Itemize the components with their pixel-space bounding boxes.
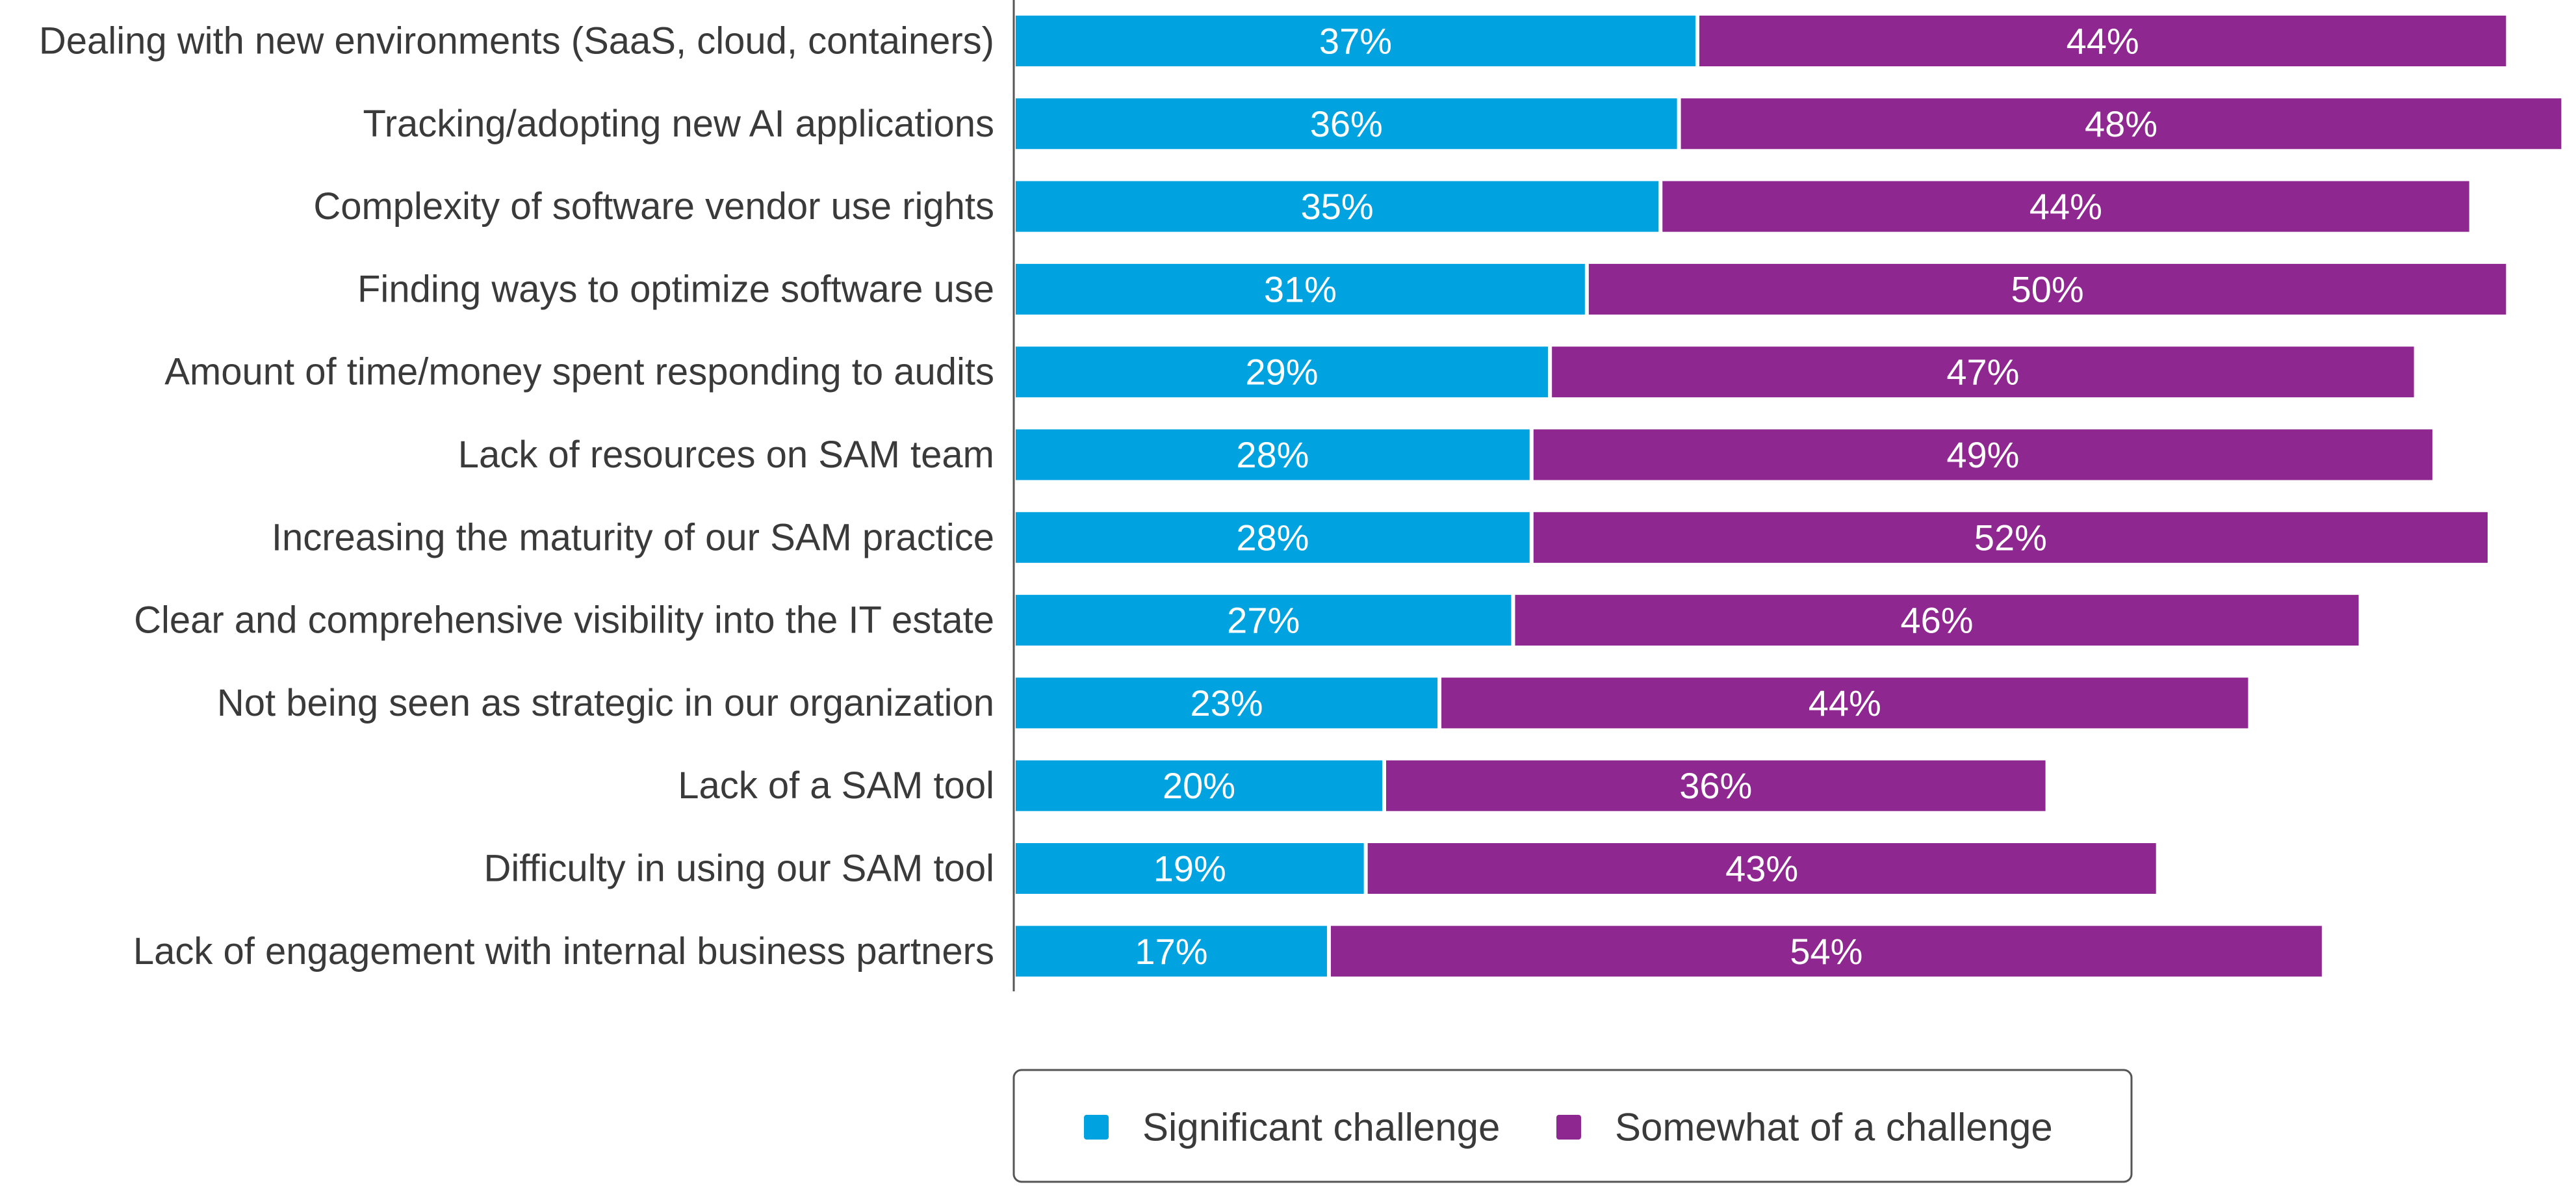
category-label: Amount of time/money spent responding to… bbox=[164, 351, 994, 393]
legend-label: Significant challenge bbox=[1142, 1106, 1500, 1149]
data-label: 43% bbox=[1725, 848, 1798, 889]
legend-swatch bbox=[1084, 1115, 1109, 1140]
data-label: 35% bbox=[1301, 186, 1374, 227]
bar-somewhat-of-a-challenge bbox=[1386, 760, 2046, 811]
bar-somewhat-of-a-challenge bbox=[1552, 346, 2414, 398]
bar-somewhat-of-a-challenge bbox=[1533, 512, 2488, 563]
category-label: Not being seen as strategic in our organ… bbox=[217, 682, 994, 724]
data-label: 17% bbox=[1135, 931, 1207, 972]
category-label: Difficulty in using our SAM tool bbox=[484, 848, 995, 890]
legend-swatch bbox=[1556, 1115, 1581, 1140]
data-label: 50% bbox=[2011, 268, 2084, 309]
bar-significant-challenge bbox=[1016, 16, 1695, 66]
data-label: 27% bbox=[1227, 600, 1300, 641]
data-label: 31% bbox=[1264, 268, 1337, 309]
category-label: Tracking/adopting new AI applications bbox=[363, 103, 994, 145]
category-label: Clear and comprehensive visibility into … bbox=[134, 599, 994, 642]
bar-somewhat-of-a-challenge bbox=[1533, 429, 2432, 480]
category-label: Increasing the maturity of our SAM pract… bbox=[272, 516, 994, 558]
bar-somewhat-of-a-challenge bbox=[1662, 181, 2469, 232]
data-label: 44% bbox=[2029, 186, 2102, 227]
data-label: 36% bbox=[1310, 103, 1383, 144]
bar-significant-challenge bbox=[1016, 926, 1327, 977]
bar-somewhat-of-a-challenge bbox=[1588, 263, 2506, 315]
category-label: Dealing with new environments (SaaS, clo… bbox=[39, 20, 994, 62]
bar-somewhat-of-a-challenge bbox=[1699, 16, 2506, 66]
data-label: 47% bbox=[1946, 352, 2019, 393]
data-label: 28% bbox=[1236, 434, 1309, 475]
data-label: 54% bbox=[1790, 931, 1862, 972]
data-label: 46% bbox=[1900, 600, 1973, 641]
bar-significant-challenge bbox=[1016, 181, 1659, 232]
category-label: Lack of engagement with internal busines… bbox=[133, 930, 994, 972]
bars-layer: Dealing with new environments (SaaS, clo… bbox=[39, 16, 2562, 977]
data-label: 20% bbox=[1163, 765, 1235, 806]
legend: Significant challenge Somewhat of a chall… bbox=[1012, 1069, 2133, 1183]
data-label: 23% bbox=[1190, 683, 1263, 724]
data-label: 28% bbox=[1236, 517, 1309, 558]
data-label: 29% bbox=[1246, 352, 1319, 393]
data-label: 36% bbox=[1679, 765, 1752, 806]
bar-significant-challenge bbox=[1016, 98, 1677, 150]
data-label: 52% bbox=[1974, 517, 2047, 558]
data-label: 44% bbox=[1809, 683, 1881, 724]
bar-significant-challenge bbox=[1016, 512, 1530, 563]
bar-somewhat-of-a-challenge bbox=[1441, 677, 2248, 729]
data-label: 37% bbox=[1319, 21, 1392, 62]
category-label: Lack of a SAM tool bbox=[678, 764, 994, 807]
bar-somewhat-of-a-challenge bbox=[1681, 98, 2562, 150]
bar-significant-challenge bbox=[1016, 263, 1585, 315]
bar-significant-challenge bbox=[1016, 595, 1512, 646]
bar-somewhat-of-a-challenge bbox=[1515, 595, 2359, 646]
data-label: 48% bbox=[2085, 103, 2157, 144]
bar-significant-challenge bbox=[1016, 843, 1364, 894]
bar-significant-challenge bbox=[1016, 760, 1382, 811]
bar-significant-challenge bbox=[1016, 429, 1530, 480]
category-label: Lack of resources on SAM team bbox=[458, 434, 994, 476]
category-label: Finding ways to optimize software use bbox=[357, 268, 994, 310]
data-label: 49% bbox=[1946, 434, 2019, 475]
data-label: 19% bbox=[1153, 848, 1226, 889]
bar-significant-challenge bbox=[1016, 346, 1549, 398]
bar-somewhat-of-a-challenge bbox=[1330, 926, 2322, 977]
data-label: 44% bbox=[2067, 21, 2139, 62]
bar-somewhat-of-a-challenge bbox=[1367, 843, 2156, 894]
bar-significant-challenge bbox=[1016, 677, 1438, 729]
category-label: Complexity of software vendor use rights bbox=[313, 185, 994, 228]
legend-label: Somewhat of a challenge bbox=[1615, 1106, 2053, 1149]
